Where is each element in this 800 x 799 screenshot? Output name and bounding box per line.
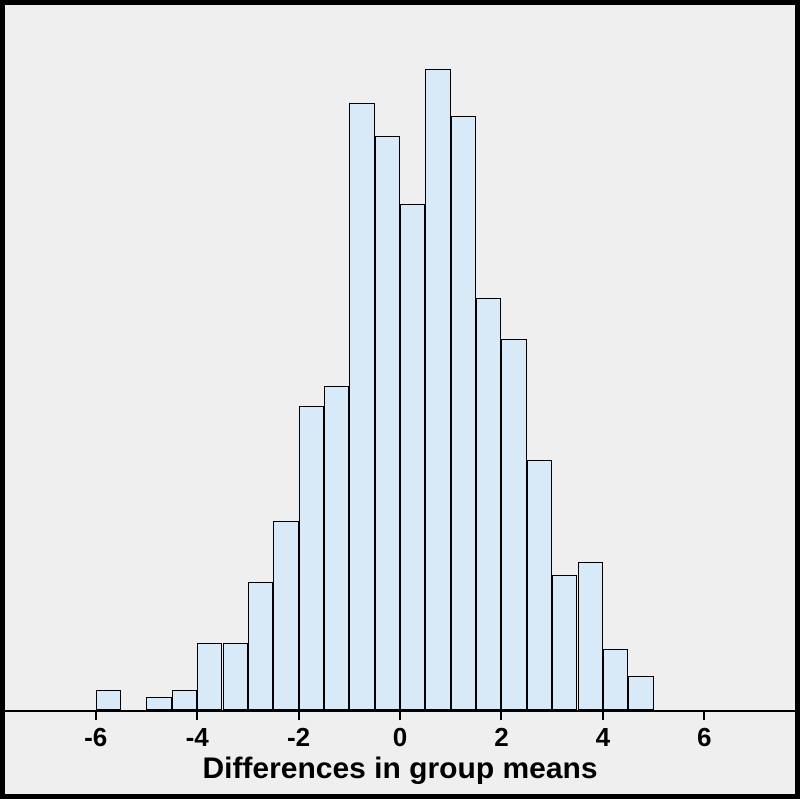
histogram-bar (501, 339, 526, 710)
histogram-bar (197, 643, 222, 711)
histogram-bar (628, 676, 653, 710)
histogram-bar (273, 521, 298, 710)
histogram-bar (400, 204, 425, 710)
x-tick (95, 712, 97, 720)
x-tick-label: 6 (697, 722, 711, 753)
x-tick-label: -6 (84, 722, 107, 753)
x-tick (703, 712, 705, 720)
histogram-bar (375, 136, 400, 710)
histogram-bar (603, 649, 628, 710)
histogram-bar (248, 582, 273, 710)
x-axis-label: Differences in group means (5, 752, 795, 786)
histogram-bar (96, 690, 121, 710)
x-tick (399, 712, 401, 720)
x-tick (298, 712, 300, 720)
histogram-bar (146, 697, 171, 711)
histogram-bar (451, 116, 476, 710)
histogram-bar (324, 386, 349, 710)
x-tick-label: 2 (494, 722, 508, 753)
histogram-bar (223, 643, 248, 711)
histogram-bar (299, 406, 324, 710)
histogram-bar (578, 562, 603, 711)
x-tick-label: 4 (596, 722, 610, 753)
x-tick-label: 0 (393, 722, 407, 753)
histogram-bar (172, 690, 197, 710)
histogram-bar (527, 460, 552, 710)
x-tick (196, 712, 198, 720)
histogram-bar (476, 298, 501, 710)
x-tick (500, 712, 502, 720)
histogram-bar (552, 575, 577, 710)
histogram-plot (45, 35, 755, 710)
chart-frame: Differences in group means -6 -4 -2 0 2 4 6 (0, 0, 800, 799)
x-tick-label: -2 (287, 722, 310, 753)
histogram-bar (349, 103, 374, 711)
x-tick-label: -4 (186, 722, 209, 753)
histogram-bar (425, 69, 450, 710)
x-tick (602, 712, 604, 720)
